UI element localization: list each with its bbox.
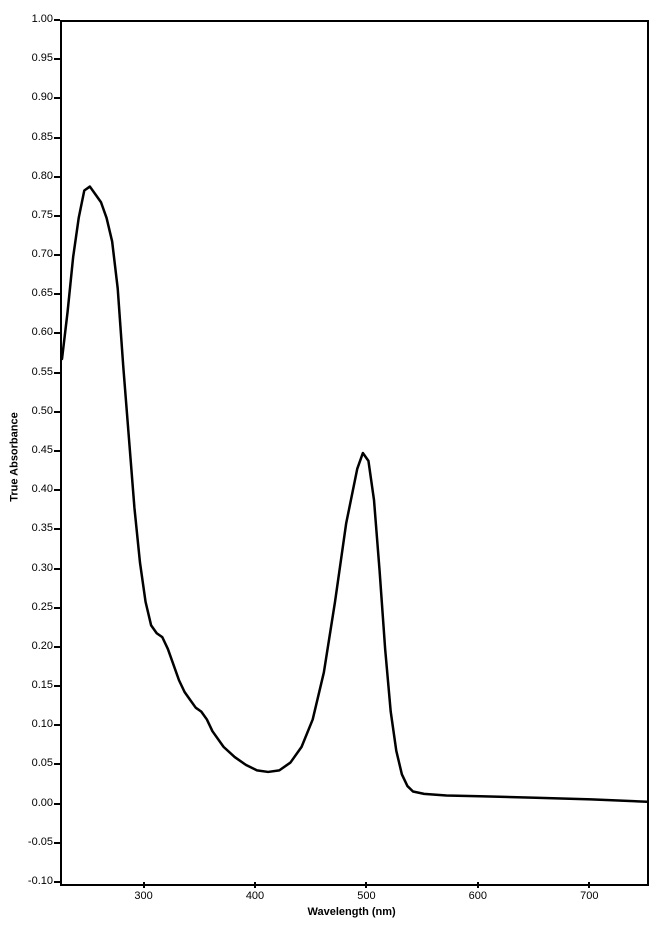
y-tick xyxy=(54,489,60,491)
plot-area xyxy=(60,20,649,886)
y-tick xyxy=(54,724,60,726)
x-tick xyxy=(477,882,479,888)
y-tick xyxy=(54,293,60,295)
y-tick-label: 0.40 xyxy=(18,483,53,495)
y-tick xyxy=(54,685,60,687)
x-tick-label: 500 xyxy=(346,890,386,902)
y-tick-label: 0.30 xyxy=(18,562,53,574)
y-tick xyxy=(54,19,60,21)
x-tick xyxy=(143,882,145,888)
x-tick-label: 600 xyxy=(458,890,498,902)
y-tick xyxy=(54,411,60,413)
y-tick xyxy=(54,332,60,334)
y-tick-label: 0.95 xyxy=(18,52,53,64)
y-tick-label: 0.25 xyxy=(18,601,53,613)
y-tick xyxy=(54,137,60,139)
y-tick-label: 0.85 xyxy=(18,131,53,143)
y-tick xyxy=(54,842,60,844)
y-tick-label: -0.05 xyxy=(18,836,53,848)
y-tick-label: 0.65 xyxy=(18,287,53,299)
y-tick xyxy=(54,97,60,99)
y-tick xyxy=(54,803,60,805)
y-tick-label: 0.05 xyxy=(18,757,53,769)
y-tick xyxy=(54,450,60,452)
y-tick-label: 0.10 xyxy=(18,718,53,730)
y-tick-label: 0.35 xyxy=(18,522,53,534)
y-tick-label: -0.10 xyxy=(18,875,53,887)
spectrum-chart: True Absorbance Wavelength (nm) -0.10-0.… xyxy=(0,0,662,933)
x-tick-label: 700 xyxy=(569,890,609,902)
x-tick xyxy=(365,882,367,888)
y-tick-label: 0.45 xyxy=(18,444,53,456)
y-tick-label: 0.00 xyxy=(18,797,53,809)
y-tick xyxy=(54,568,60,570)
x-tick-label: 400 xyxy=(235,890,275,902)
y-tick-label: 0.75 xyxy=(18,209,53,221)
y-tick-label: 0.20 xyxy=(18,640,53,652)
y-tick-label: 0.50 xyxy=(18,405,53,417)
y-tick-label: 0.70 xyxy=(18,248,53,260)
y-tick xyxy=(54,607,60,609)
y-tick-label: 0.80 xyxy=(18,170,53,182)
absorbance-curve xyxy=(62,22,647,884)
x-axis-label: Wavelength (nm) xyxy=(308,906,396,918)
y-tick xyxy=(54,881,60,883)
y-tick xyxy=(54,528,60,530)
y-tick xyxy=(54,215,60,217)
y-tick xyxy=(54,254,60,256)
y-tick xyxy=(54,372,60,374)
y-tick-label: 1.00 xyxy=(18,13,53,25)
y-tick xyxy=(54,763,60,765)
x-tick xyxy=(254,882,256,888)
y-tick-label: 0.60 xyxy=(18,326,53,338)
y-tick xyxy=(54,646,60,648)
y-tick-label: 0.90 xyxy=(18,91,53,103)
x-tick xyxy=(588,882,590,888)
y-tick xyxy=(54,58,60,60)
y-tick-label: 0.55 xyxy=(18,366,53,378)
y-tick-label: 0.15 xyxy=(18,679,53,691)
x-tick-label: 300 xyxy=(124,890,164,902)
y-tick xyxy=(54,176,60,178)
